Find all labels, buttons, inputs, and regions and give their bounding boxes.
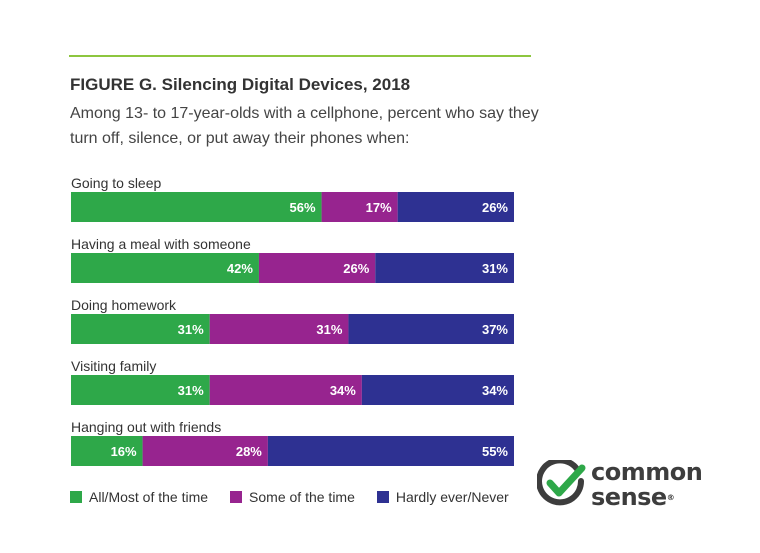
bar-segment xyxy=(71,253,259,283)
legend-swatch xyxy=(230,491,243,503)
bar-segment xyxy=(375,253,514,283)
bar-segment xyxy=(321,192,398,222)
legend-item-all-most: All/Most of the time xyxy=(70,489,208,505)
chart-subtitle: Among 13- to 17-year-olds with a cellpho… xyxy=(70,105,539,147)
checkmark-logo-icon xyxy=(536,457,586,506)
bar-segment xyxy=(71,375,210,405)
common-sense-logo: common sense® xyxy=(536,457,703,520)
registered-mark: ® xyxy=(666,493,675,502)
bar-value-label: 17% xyxy=(366,200,392,215)
bar-segment xyxy=(71,192,322,222)
logo-word-common: common xyxy=(591,458,703,486)
bar-segment xyxy=(71,314,210,344)
bar-value-label: 31% xyxy=(316,322,342,337)
bar-value-label: 31% xyxy=(178,383,204,398)
logo-word-sense: sense xyxy=(591,483,667,511)
bar-segment xyxy=(258,253,376,283)
bar-value-label: 34% xyxy=(330,383,356,398)
legend-swatch xyxy=(70,491,82,503)
legend-item-hardly-never: Hardly ever/Never xyxy=(376,489,509,505)
chart-title: FIGURE G. Silencing Digital Devices, 201… xyxy=(70,75,411,94)
stacked-bar-chart: Going to sleep 56% 17% 26% Having a meal wit… xyxy=(71,175,514,466)
bar-value-label: 28% xyxy=(236,444,262,459)
top-rule xyxy=(69,55,531,57)
bar-segment xyxy=(209,375,362,405)
bar-value-label: 26% xyxy=(482,200,508,215)
category-label: Having a meal with someone xyxy=(71,236,251,252)
category-label: Visiting family xyxy=(71,358,156,374)
bar-value-label: 55% xyxy=(482,444,508,459)
legend-swatch xyxy=(376,491,389,503)
bar-segment xyxy=(361,375,514,405)
bar-segment xyxy=(348,314,514,344)
bar-value-label: 56% xyxy=(290,200,316,215)
legend-label: All/Most of the time xyxy=(89,489,209,505)
bar-value-label: 34% xyxy=(482,383,508,398)
logo-wordmark: common sense® xyxy=(591,458,703,511)
bar-segment xyxy=(71,436,143,466)
category-label: Going to sleep xyxy=(71,175,161,191)
bar-segment xyxy=(209,314,349,344)
bar-value-label: 31% xyxy=(482,261,508,276)
bar-value-label: 16% xyxy=(111,444,137,459)
bar-value-label: 42% xyxy=(227,261,253,276)
chart-legend: All/Most of the time Some of the time Ha… xyxy=(70,489,531,505)
category-label: Hanging out with friends xyxy=(71,419,221,435)
legend-item-some: Some of the time xyxy=(230,489,355,505)
bar-value-label: 37% xyxy=(482,322,508,337)
category-label: Doing homework xyxy=(71,297,177,313)
bar-segment xyxy=(142,436,268,466)
bar-value-label: 31% xyxy=(178,322,204,337)
bar-segment xyxy=(397,192,514,222)
legend-label: Some of the time xyxy=(249,489,355,505)
legend-label: Hardly ever/Never xyxy=(395,489,509,505)
bar-segment xyxy=(267,436,514,466)
bar-value-label: 26% xyxy=(343,261,369,276)
